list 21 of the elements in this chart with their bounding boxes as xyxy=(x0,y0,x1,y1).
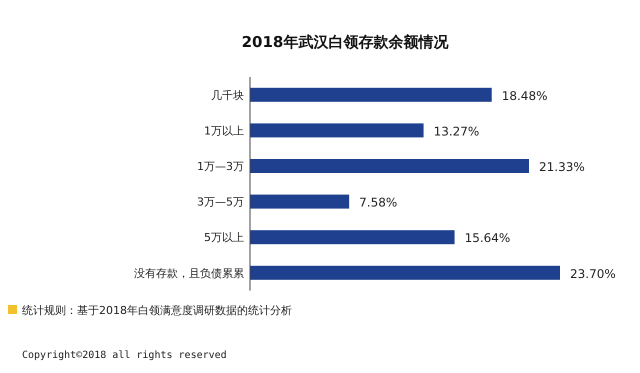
y-tick-label: 没有存款，且负债累累 xyxy=(134,266,244,280)
text: Copyright©2018 all rights reserved xyxy=(22,350,227,361)
chart-title: 2018年武汉白领存款余额情况 xyxy=(242,33,450,51)
bar xyxy=(250,230,455,244)
data-label: 23.70% xyxy=(570,266,616,281)
data-label: 13.27% xyxy=(434,124,480,138)
y-tick-label: 1万以上 xyxy=(204,124,244,138)
data-label: 7.58% xyxy=(359,196,398,210)
bar xyxy=(250,159,529,173)
y-tick-label: 3万—5万 xyxy=(197,196,244,209)
y-tick-label: 5万以上 xyxy=(204,231,244,244)
data-label: 21.33% xyxy=(539,160,585,174)
bar xyxy=(250,88,492,102)
data-label: 18.48% xyxy=(502,88,548,103)
bar xyxy=(250,194,350,209)
text: 统计规则：基于2018年白领满意度调研数据的统计分析 xyxy=(22,304,292,317)
bar xyxy=(250,266,560,280)
bar xyxy=(250,123,424,138)
y-tick-label: 1万—3万 xyxy=(197,160,244,173)
y-tick-label: 几千块 xyxy=(211,88,244,102)
data-label: 15.64% xyxy=(464,231,510,246)
